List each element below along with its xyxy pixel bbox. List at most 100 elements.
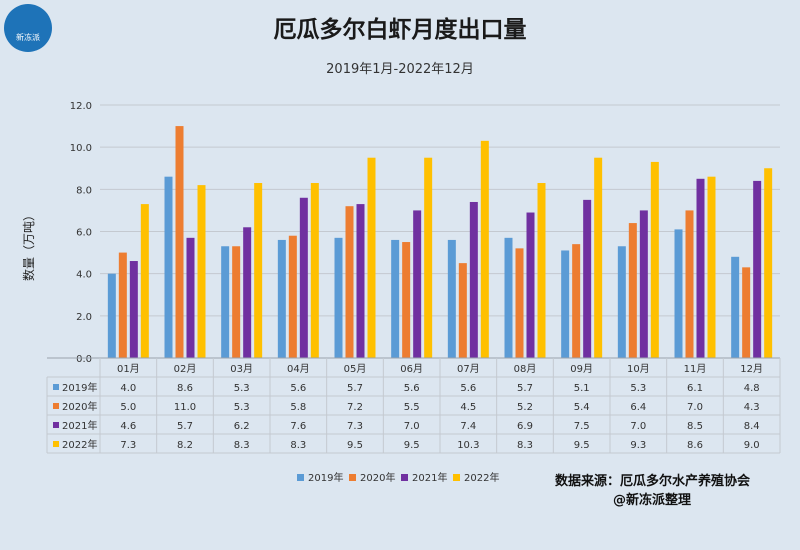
table-cell: 8.3 — [517, 440, 533, 451]
table-cell: 8.6 — [177, 383, 193, 394]
bar — [277, 239, 286, 358]
table-cell: 5.7 — [177, 421, 193, 432]
table-cell: 7.4 — [460, 421, 476, 432]
x-tick-label: 07月 — [457, 363, 480, 375]
x-tick-label: 12月 — [740, 363, 763, 375]
x-tick-label: 08月 — [514, 363, 537, 375]
bar — [356, 204, 365, 358]
bar — [731, 256, 740, 358]
table-cell: 4.8 — [744, 383, 760, 394]
legend-label: 2021年 — [412, 471, 447, 484]
y-tick-label: 6.0 — [76, 228, 92, 239]
table-cell: 4.6 — [120, 421, 136, 432]
table-cell: 6.1 — [687, 383, 703, 394]
y-tick-label: 2.0 — [76, 312, 92, 323]
x-tick-label: 03月 — [230, 363, 253, 375]
table-cell: 8.4 — [744, 421, 760, 432]
bar — [413, 210, 422, 358]
bar — [299, 197, 308, 358]
bar — [175, 126, 184, 358]
bar — [334, 237, 343, 358]
legend-key-swatch — [53, 403, 59, 409]
y-tick-label: 8.0 — [76, 185, 92, 196]
table-cell: 9.5 — [404, 440, 420, 451]
table-cell: 5.7 — [517, 383, 533, 394]
table-cell: 8.6 — [687, 440, 703, 451]
table-cell: 6.4 — [630, 402, 646, 413]
bar — [469, 201, 478, 358]
legend-label: 2019年 — [308, 471, 343, 484]
x-tick-label: 01月 — [117, 363, 140, 375]
bar — [243, 227, 252, 358]
table-cell: 11.0 — [174, 402, 196, 413]
bar — [232, 246, 241, 358]
bar — [480, 140, 489, 358]
legend-label: 2022年 — [464, 471, 499, 484]
bar — [537, 183, 546, 358]
table-cell: 5.5 — [404, 402, 420, 413]
bar — [118, 252, 127, 358]
bar — [367, 157, 376, 358]
bar — [572, 244, 581, 358]
legend-swatch — [401, 474, 408, 481]
series-label: 2022年 — [62, 438, 97, 451]
legend-key-swatch — [53, 441, 59, 447]
table-cell: 5.3 — [234, 383, 250, 394]
table-cell: 8.3 — [234, 440, 250, 451]
bar — [391, 239, 400, 358]
x-tick-label: 11月 — [684, 363, 707, 375]
chart-subtitle: 2019年1月-2022年12月 — [326, 62, 474, 77]
source-line: 数据来源：厄瓜多尔水产养殖协会 — [555, 474, 751, 489]
bar — [458, 263, 467, 358]
table-cell: 7.3 — [120, 440, 136, 451]
table-cell: 4.3 — [744, 402, 760, 413]
table-cell: 10.3 — [457, 440, 479, 451]
x-tick-label: 10月 — [627, 363, 650, 375]
bar — [402, 242, 411, 358]
bar — [583, 199, 592, 358]
brand-logo: 新冻派 — [4, 4, 52, 52]
bar — [526, 212, 535, 358]
chart-title: 厄瓜多尔白虾月度出口量 — [274, 16, 527, 43]
legend-key-swatch — [53, 422, 59, 428]
legend-label: 2020年 — [360, 471, 395, 484]
table-cell: 8.3 — [290, 440, 306, 451]
bar — [447, 239, 456, 358]
table-cell: 4.0 — [120, 383, 136, 394]
table-cell: 7.5 — [574, 421, 590, 432]
bar — [164, 176, 173, 358]
table-cell: 7.0 — [404, 421, 420, 432]
x-tick-label: 09月 — [570, 363, 593, 375]
bar — [345, 206, 354, 358]
table-cell: 5.6 — [290, 383, 306, 394]
table-cell: 7.3 — [347, 421, 363, 432]
bar — [186, 237, 195, 358]
data-table: 01月 02月 03月 04月 05月 06月 07月 08月 09月 10月 11月 12月 2019… — [46, 357, 781, 454]
source-credit: @新冻派整理 — [613, 493, 692, 508]
table-cell: 5.0 — [120, 402, 136, 413]
table-cell: 5.8 — [290, 402, 306, 413]
y-axis-ticks: 0.0 2.0 4.0 6.0 8.0 10.0 12.0 — [70, 101, 92, 365]
y-tick-label: 12.0 — [70, 101, 92, 112]
table-cell: 9.3 — [630, 440, 646, 451]
table-cell: 5.1 — [574, 383, 590, 394]
bar — [561, 250, 570, 358]
bar — [764, 168, 773, 358]
bar — [650, 161, 659, 358]
legend-swatch — [349, 474, 356, 481]
bars — [107, 126, 773, 358]
bar — [515, 248, 524, 358]
y-tick-label: 10.0 — [70, 143, 92, 154]
bar — [424, 157, 433, 358]
table-cell: 5.3 — [630, 383, 646, 394]
table-cell: 5.7 — [347, 383, 363, 394]
bar — [140, 204, 149, 358]
bar — [221, 246, 230, 358]
table-cell: 5.6 — [404, 383, 420, 394]
table-cell: 7.2 — [347, 402, 363, 413]
bar — [107, 273, 116, 358]
bar — [707, 176, 716, 358]
x-tick-label: 02月 — [174, 363, 197, 375]
table-cell: 9.5 — [574, 440, 590, 451]
